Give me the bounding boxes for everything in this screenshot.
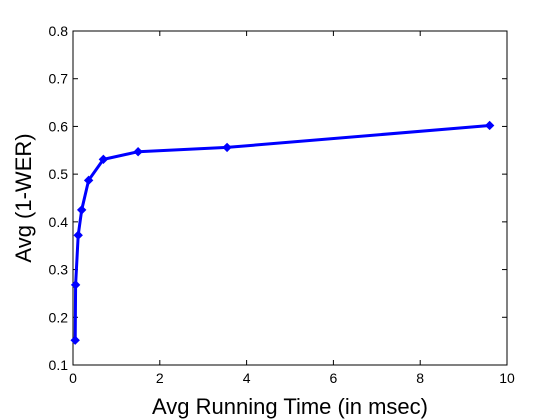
y-tick-label: 0.6: [49, 118, 69, 134]
y-tick-label: 0.4: [49, 214, 69, 230]
x-tick-label: 10: [499, 370, 515, 386]
y-tick-label: 0.3: [49, 262, 69, 278]
y-tick-label: 0.2: [49, 309, 69, 325]
data-point: [70, 280, 81, 290]
data-point: [73, 230, 83, 240]
data-point: [133, 147, 143, 157]
x-axis: 0 2 4 6 8 10: [69, 31, 515, 386]
data-point: [76, 205, 87, 215]
y-axis-label: Avg (1-WER): [11, 133, 36, 262]
y-tick-label: 0.5: [49, 166, 69, 182]
plot-area: [72, 30, 508, 366]
x-tick-label: 0: [69, 370, 77, 386]
x-axis-label: Avg Running Time (in msec): [152, 394, 428, 419]
x-tick-label: 4: [243, 370, 251, 386]
x-tick-label: 6: [330, 370, 338, 386]
series-layer: [70, 120, 495, 345]
y-tick-label: 0.7: [49, 71, 69, 87]
data-point: [222, 142, 232, 153]
y-tick-label: 0.1: [49, 357, 69, 373]
data-point: [70, 335, 80, 345]
data-point: [83, 175, 94, 186]
x-tick-label: 8: [416, 370, 424, 386]
y-tick-label: 0.8: [49, 23, 69, 39]
x-tick-label: 2: [156, 370, 164, 386]
data-point: [484, 120, 495, 131]
y-axis: 0.1 0.2 0.3 0.4 0.5 0.6 0.7 0.8: [49, 23, 507, 373]
data-point: [98, 154, 109, 165]
